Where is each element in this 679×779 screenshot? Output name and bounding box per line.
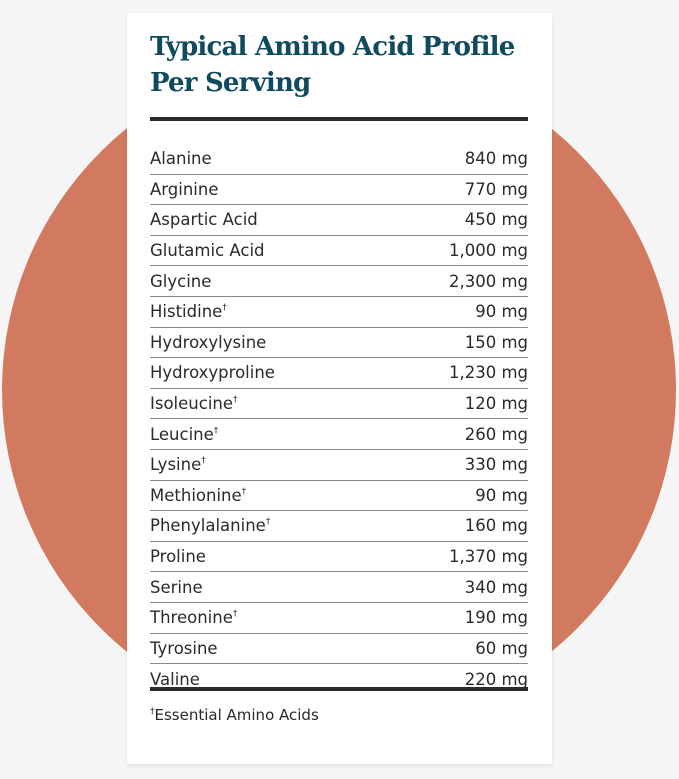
amino-acid-name: Lysine† bbox=[150, 455, 206, 474]
table-row: Glycine 2,300 mg bbox=[150, 266, 528, 297]
amino-acid-name: Leucine† bbox=[150, 425, 218, 444]
table-row: Histidine† 90 mg bbox=[150, 297, 528, 328]
amino-acid-name: Hydroxyproline bbox=[150, 363, 275, 382]
table-row: Threonine† 190 mg bbox=[150, 603, 528, 634]
name-text: Threonine bbox=[150, 608, 233, 628]
essential-mark: † bbox=[222, 303, 227, 314]
name-text: Methionine bbox=[150, 485, 242, 505]
top-rule bbox=[150, 117, 528, 121]
amino-acid-name: Proline bbox=[150, 547, 206, 566]
amino-acid-amount: 1,230 mg bbox=[448, 363, 528, 383]
name-text: Alanine bbox=[150, 149, 212, 169]
name-text: Serine bbox=[150, 577, 203, 597]
table-row: Phenylalanine† 160 mg bbox=[150, 511, 528, 542]
essential-mark: † bbox=[233, 395, 238, 406]
amino-acid-name: Serine bbox=[150, 578, 203, 597]
footnote-text: Essential Amino Acids bbox=[154, 706, 319, 724]
name-text: Hydroxyproline bbox=[150, 363, 275, 383]
amino-acid-name: Valine bbox=[150, 670, 200, 689]
amino-acid-amount: 220 mg bbox=[464, 669, 528, 689]
name-text: Proline bbox=[150, 547, 206, 567]
name-text: Phenylalanine bbox=[150, 516, 266, 536]
essential-mark: † bbox=[213, 425, 219, 436]
table-row: Hydroxylysine 150 mg bbox=[150, 328, 528, 359]
name-text: Tyrosine bbox=[150, 638, 218, 658]
table-row: Arginine 770 mg bbox=[150, 175, 528, 206]
table-row: Leucine† 260 mg bbox=[150, 419, 528, 450]
amino-acid-amount: 90 mg bbox=[475, 302, 528, 322]
amino-acid-amount: 90 mg bbox=[475, 485, 528, 505]
table-row: Proline 1,370 mg bbox=[150, 542, 528, 573]
name-text: Isoleucine bbox=[150, 394, 234, 414]
amino-acid-name: Arginine bbox=[150, 180, 219, 199]
table-row: Lysine† 330 mg bbox=[150, 450, 528, 481]
essential-mark: † bbox=[265, 517, 271, 528]
name-text: Hydroxylysine bbox=[150, 332, 267, 352]
bottom-rule bbox=[150, 687, 528, 691]
amino-acid-name: Tyrosine bbox=[150, 639, 218, 658]
amino-acid-amount: 150 mg bbox=[464, 332, 528, 352]
amino-acid-name: Threonine† bbox=[150, 608, 237, 627]
amino-acid-amount: 340 mg bbox=[464, 577, 528, 597]
amino-acid-name: Alanine bbox=[150, 149, 212, 168]
name-text: Valine bbox=[150, 669, 200, 689]
table-row: Tyrosine 60 mg bbox=[150, 634, 528, 665]
amino-acid-amount: 120 mg bbox=[464, 394, 528, 414]
card-title: Typical Amino Acid Profile Per Serving bbox=[150, 32, 515, 98]
amino-acid-name: Methionine† bbox=[150, 486, 246, 505]
amino-acid-amount: 60 mg bbox=[475, 638, 528, 658]
essential-mark: † bbox=[201, 456, 206, 467]
amino-acid-name: Histidine† bbox=[150, 302, 227, 321]
amino-acid-name: Glutamic Acid bbox=[150, 241, 265, 260]
essential-mark: † bbox=[241, 486, 247, 497]
name-text: Aspartic Acid bbox=[150, 210, 258, 230]
amino-acid-amount: 260 mg bbox=[464, 424, 528, 444]
name-text: Arginine bbox=[150, 179, 219, 199]
table-row: Valine 220 mg bbox=[150, 664, 528, 695]
essential-mark: † bbox=[232, 609, 238, 620]
amino-acid-amount: 1,000 mg bbox=[448, 241, 528, 261]
table-row: Hydroxyproline 1,230 mg bbox=[150, 358, 528, 389]
amino-acid-amount: 450 mg bbox=[464, 210, 528, 230]
amino-acid-amount: 190 mg bbox=[464, 608, 528, 628]
amino-acid-card: Typical Amino Acid Profile Per Serving A… bbox=[127, 13, 552, 764]
amino-acid-name: Isoleucine† bbox=[150, 394, 238, 413]
amino-acid-amount: 330 mg bbox=[464, 455, 528, 475]
name-text: Glycine bbox=[150, 271, 212, 291]
amino-acid-table: Alanine 840 mg Arginine 770 mg Aspartic Acid… bbox=[150, 144, 528, 695]
footnote-mark: † bbox=[150, 707, 155, 717]
footnote: †Essential Amino Acids bbox=[150, 706, 319, 724]
name-text: Histidine bbox=[150, 302, 223, 322]
amino-acid-name: Aspartic Acid bbox=[150, 210, 258, 229]
amino-acid-amount: 2,300 mg bbox=[448, 271, 528, 291]
name-text: Lysine bbox=[150, 455, 202, 475]
table-row: Alanine 840 mg bbox=[150, 144, 528, 175]
amino-acid-amount: 840 mg bbox=[464, 149, 528, 169]
table-row: Serine 340 mg bbox=[150, 572, 528, 603]
amino-acid-name: Glycine bbox=[150, 272, 211, 291]
amino-acid-name: Hydroxylysine bbox=[150, 333, 266, 352]
name-text: Leucine bbox=[150, 424, 214, 444]
amino-acid-name: Phenylalanine† bbox=[150, 516, 270, 535]
table-row: Isoleucine† 120 mg bbox=[150, 389, 528, 420]
table-row: Glutamic Acid 1,000 mg bbox=[150, 236, 528, 267]
table-row: Methionine† 90 mg bbox=[150, 481, 528, 512]
amino-acid-amount: 770 mg bbox=[464, 179, 528, 199]
amino-acid-amount: 160 mg bbox=[464, 516, 528, 536]
amino-acid-amount: 1,370 mg bbox=[448, 547, 528, 567]
table-row: Aspartic Acid 450 mg bbox=[150, 205, 528, 236]
name-text: Glutamic Acid bbox=[150, 241, 265, 261]
